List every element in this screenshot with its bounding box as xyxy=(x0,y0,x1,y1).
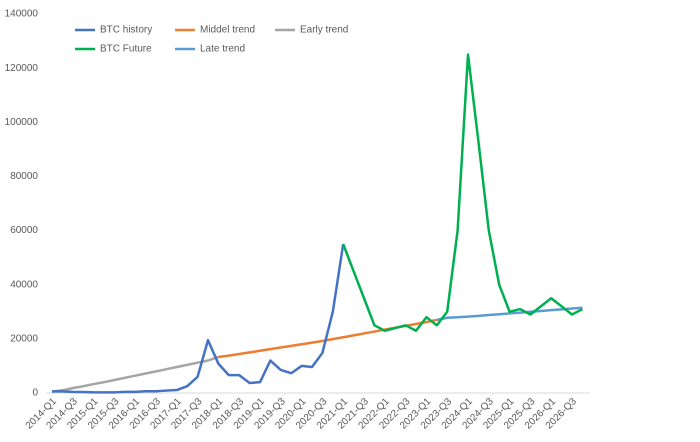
y-tick-label: 120000 xyxy=(5,63,39,74)
y-tick-label: 100000 xyxy=(5,117,39,128)
legend-label: Late trend xyxy=(200,44,245,55)
series-line xyxy=(51,355,219,393)
y-tick-label: 20000 xyxy=(10,333,38,344)
series-line xyxy=(52,243,345,394)
series-line xyxy=(436,306,583,322)
y-tick-label: 80000 xyxy=(10,171,38,182)
y-tick-label: 60000 xyxy=(10,225,38,236)
y-tick-label: 0 xyxy=(32,388,38,399)
y-tick-label: 40000 xyxy=(10,279,38,290)
legend-label: Early trend xyxy=(300,25,348,36)
legend-label: BTC history xyxy=(100,25,152,36)
y-tick-label: 140000 xyxy=(5,9,39,20)
legend-label: Middel trend xyxy=(200,25,255,36)
series-line xyxy=(342,53,583,332)
legend-label: BTC Future xyxy=(100,44,152,55)
